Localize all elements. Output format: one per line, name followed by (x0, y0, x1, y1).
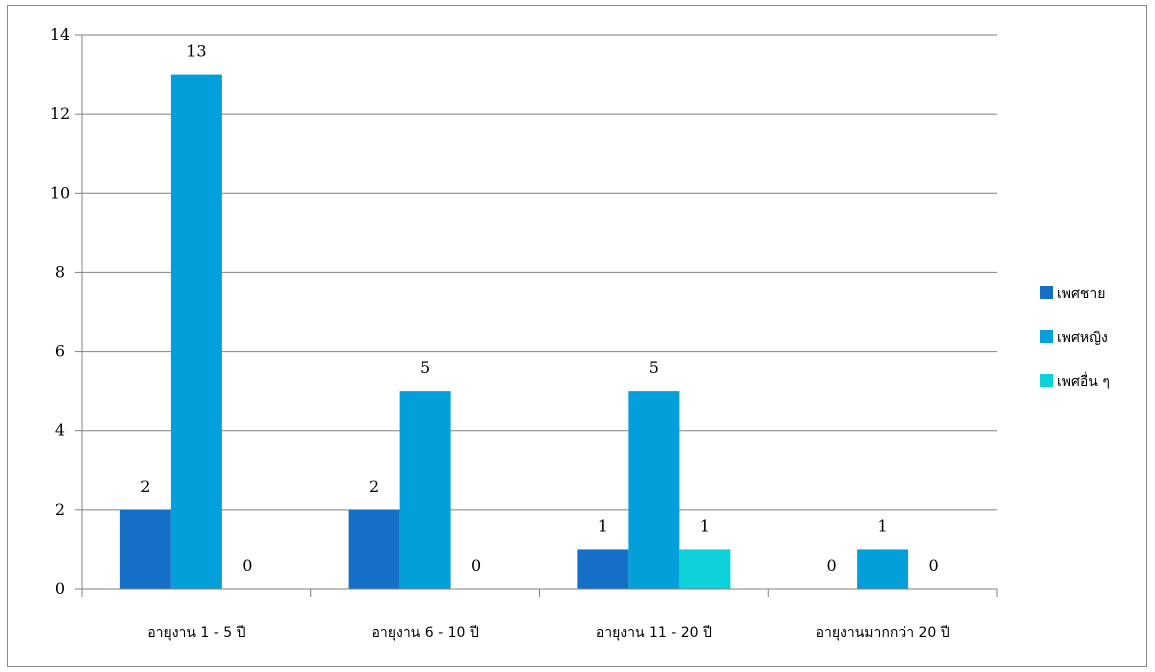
y-tick-label: 8 (55, 262, 65, 281)
data-label: 5 (420, 358, 430, 377)
data-label: 0 (242, 556, 252, 575)
data-labels: 2 13 0 2 5 0 1 5 1 0 1 0 (140, 42, 938, 575)
bars (120, 75, 908, 589)
legend-swatch (1040, 330, 1053, 343)
bar (171, 75, 222, 589)
y-tick-label: 2 (55, 500, 65, 519)
legend-label: เพศอื่น ๆ (1057, 372, 1110, 390)
data-label: 0 (471, 556, 481, 575)
data-label: 0 (827, 556, 837, 575)
y-tick-label: 14 (50, 25, 70, 44)
y-tick-label: 10 (50, 183, 70, 202)
y-tick-labels: 0 2 4 6 8 10 12 14 (50, 25, 70, 598)
legend-label: เพศหญิง (1057, 330, 1108, 346)
bar (679, 549, 730, 589)
x-tick-label: อายุงาน 6 - 10 ปี (372, 625, 479, 641)
x-tick-labels: อายุงาน 1 - 5 ปี อายุงาน 6 - 10 ปี อายุงาน… (147, 625, 950, 641)
data-label: 13 (186, 42, 206, 61)
data-label: 1 (878, 516, 888, 535)
x-tick-label: อายุงานมากกว่า 20 ปี (816, 625, 950, 641)
bar (400, 391, 451, 589)
bar (628, 391, 679, 589)
y-tick-label: 0 (55, 579, 65, 598)
y-tick-label: 6 (55, 342, 65, 361)
data-label: 0 (929, 556, 939, 575)
bar (857, 549, 908, 589)
y-tick-label: 4 (55, 421, 65, 440)
bar (577, 549, 628, 589)
y-tick-label: 12 (50, 104, 70, 123)
x-tick-label: อายุงาน 1 - 5 ปี (147, 625, 245, 641)
legend-swatch (1040, 374, 1053, 387)
bar (349, 510, 400, 589)
legend-label: เพศชาย (1057, 286, 1105, 302)
x-tick-label: อายุงาน 11 - 20 ปี (596, 625, 712, 641)
bar (120, 510, 171, 589)
data-label: 1 (598, 516, 608, 535)
legend-swatch (1040, 286, 1053, 299)
data-label: 2 (369, 477, 379, 496)
data-label: 2 (140, 477, 150, 496)
data-label: 1 (700, 516, 710, 535)
data-label: 5 (649, 358, 659, 377)
